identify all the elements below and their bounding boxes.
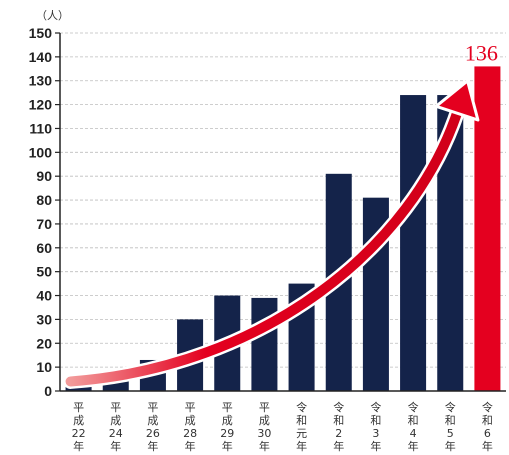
y-tick-label: 10 bbox=[36, 359, 52, 375]
y-tick-label: 0 bbox=[44, 383, 52, 399]
trend-arrow-shaft bbox=[65, 104, 464, 387]
y-tick-label: 80 bbox=[36, 192, 52, 208]
y-tick-label: 40 bbox=[36, 288, 52, 304]
bars bbox=[65, 66, 501, 391]
x-tick-label: 平成 24 年 bbox=[109, 401, 123, 453]
y-tick-label: 30 bbox=[36, 311, 52, 327]
y-tick-label: 20 bbox=[36, 335, 52, 351]
x-tick-label: 平成 22 年 bbox=[72, 401, 86, 453]
y-tick-label: 100 bbox=[29, 144, 53, 160]
trend-arrow-head bbox=[434, 79, 480, 122]
x-tick-label: 平成 30 年 bbox=[257, 401, 271, 453]
y-tick-label: 140 bbox=[29, 49, 53, 65]
x-tick-label: 令和 5 年 bbox=[445, 400, 456, 453]
highlight-value-label: 136 bbox=[465, 40, 498, 65]
x-tick-label: 平成 28 年 bbox=[183, 401, 197, 453]
y-tick-label: 90 bbox=[36, 168, 52, 184]
y-tick-label: 60 bbox=[36, 240, 52, 256]
y-tick-label: 150 bbox=[29, 25, 53, 41]
x-tick-label: 令和 2 年 bbox=[333, 400, 344, 453]
y-axis-unit: （人） bbox=[36, 9, 69, 22]
bar bbox=[400, 95, 427, 391]
axes bbox=[55, 32, 506, 392]
y-tick-label: 120 bbox=[29, 97, 53, 113]
y-tick-label: 110 bbox=[29, 120, 52, 136]
x-tick-label: 令和元年 bbox=[296, 400, 307, 453]
trend-arrow bbox=[63, 79, 480, 389]
x-tick-label: 平成 29 年 bbox=[220, 401, 234, 453]
y-tick-label: 70 bbox=[36, 216, 52, 232]
y-tick-label: 130 bbox=[29, 73, 53, 89]
y-tick-labels: 0 10 20 30 40 50 60 70 80 90 100 110 120 130 140 150 bbox=[29, 25, 53, 399]
y-tick-label: 50 bbox=[36, 264, 52, 280]
bar-highlight bbox=[474, 66, 501, 391]
x-tick-label: 令和 4 年 bbox=[408, 400, 419, 453]
x-tick-label: 平成 26 年 bbox=[146, 401, 160, 453]
gridlines bbox=[60, 32, 506, 368]
x-tick-label: 令和 6 年 bbox=[482, 400, 493, 453]
bar bbox=[251, 297, 278, 391]
x-tick-labels: 平成 22 年 平成 24 年 平成 26 年 平成 28 年 平成 29 年 平成 30 年 令和元年 令和 2 年 令和… bbox=[72, 400, 493, 453]
x-tick-label: 令和 3 年 bbox=[370, 400, 381, 453]
